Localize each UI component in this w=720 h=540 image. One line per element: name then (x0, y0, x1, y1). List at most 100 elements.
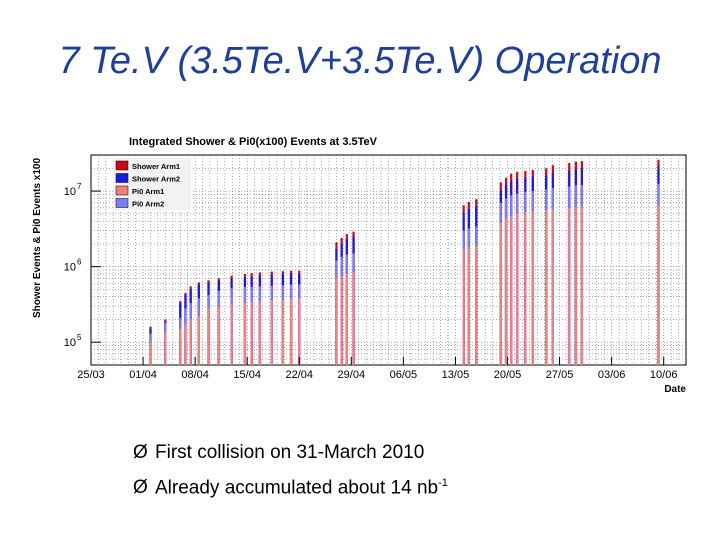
bar-segment-pi0-arm1 (352, 271, 355, 365)
bar-fill (250, 273, 253, 365)
bar-segment-pi0-arm1 (270, 300, 273, 365)
x-tick-label: 08/04 (181, 369, 209, 381)
y-tick-label: 10 (64, 262, 76, 274)
bar-segment-pi0-arm1 (335, 278, 338, 365)
bar-fill (657, 159, 660, 365)
bar-segment-pi0-arm1 (281, 299, 284, 365)
bar-fill (467, 201, 470, 365)
bar-segment-pi0-arm1 (258, 301, 261, 365)
bar-segment-pi0-arm1 (149, 342, 152, 365)
bar-fill (184, 292, 187, 365)
bullet-item: Ø First collision on 31-March 2010 (133, 438, 448, 468)
x-tick-label: 10/06 (650, 369, 678, 381)
legend-label: Shower Arm1 (132, 162, 180, 171)
bar-segment-pi0-arm1 (243, 303, 247, 365)
legend-label: Shower Arm2 (132, 175, 180, 184)
bar-segment-pi0-arm1 (551, 208, 554, 365)
y-tick-exponent: 7 (77, 182, 82, 191)
bar-fill (281, 271, 284, 365)
x-tick-label: 25/03 (77, 369, 105, 381)
legend-swatch (115, 185, 129, 196)
bar-segment-pi0-arm1 (298, 298, 301, 365)
bar-segment-pi0-arm1 (289, 299, 293, 365)
bar-fill (270, 271, 273, 365)
bar-fill (568, 163, 571, 365)
bar-fill (189, 286, 192, 365)
bar-segment-pi0-arm1 (657, 205, 660, 365)
bar-fill (197, 282, 200, 365)
bar-segment-pi0-arm1 (164, 331, 167, 365)
bullet-text: First collision on 31-March 2010 (155, 442, 425, 463)
bar-segment-pi0-arm1 (475, 245, 478, 365)
chart: Integrated Shower & Pi0(x100) Events at … (32, 136, 687, 395)
bar-fill (499, 182, 502, 365)
bar-fill (580, 160, 583, 365)
bar-segment-pi0-arm1 (568, 207, 571, 365)
y-axis-label: Shower Events & Pi0 Events x100 (32, 158, 43, 319)
bar-segment-pi0-arm1 (230, 304, 233, 365)
bullet-list: Ø First collision on 31-March 2010 Ø Alrea… (133, 438, 448, 503)
bar-segment-pi0-arm1 (574, 206, 578, 365)
bar-segment-pi0-arm1 (250, 302, 253, 365)
bar-fill (510, 173, 513, 365)
y-tick-exponent: 6 (77, 258, 82, 267)
bar-fill (551, 165, 554, 365)
x-axis-label: Date (664, 384, 686, 395)
bar-segment-pi0-arm1 (340, 276, 343, 365)
bar-fill (545, 168, 548, 365)
bar-fill (243, 273, 247, 365)
bar-fill (531, 169, 534, 365)
y-tick-label: 10 (64, 186, 76, 198)
x-tick-label: 20/05 (494, 369, 522, 381)
legend-swatch (115, 160, 129, 171)
bar-segment-pi0-arm1 (207, 308, 210, 365)
chart-title: Integrated Shower & Pi0(x100) Events at … (129, 136, 378, 148)
bar-segment-pi0-arm1 (462, 249, 465, 365)
bar-fill (574, 161, 578, 365)
x-tick-label: 29/04 (338, 369, 366, 381)
bullet-item: Ø Already accumulated about 14 nb-1 (133, 468, 448, 503)
arrow-bullet-icon: Ø (133, 442, 148, 463)
bar-segment-pi0-arm1 (499, 222, 502, 365)
bar-fill (524, 170, 527, 365)
slide-title: 7 Te.V (3.5Te.V+3.5Te.V) Operation (58, 40, 662, 82)
bar-fill (298, 270, 301, 365)
bullet-text: Already accumulated about 14 nb (155, 477, 439, 499)
bar-segment-pi0-arm1 (189, 319, 192, 365)
x-tick-label: 13/05 (442, 369, 470, 381)
bar-fill (335, 242, 338, 365)
bar-segment-pi0-arm1 (516, 213, 519, 365)
bar-fill (179, 301, 182, 365)
bars-group (149, 159, 660, 365)
bullet-superscript: -1 (438, 477, 448, 489)
x-tick-label: 22/04 (285, 369, 313, 381)
x-tick-label: 27/05 (546, 369, 574, 381)
bar-fill (230, 275, 233, 365)
bar-fill (289, 270, 293, 365)
bar-fill (462, 205, 465, 365)
bar-fill (504, 177, 508, 365)
bar-segment-pi0-arm1 (545, 210, 548, 365)
bar-fill (207, 280, 210, 365)
x-tick-label: 01/04 (129, 369, 157, 381)
bar-segment-pi0-arm1 (184, 324, 187, 365)
bar-segment-pi0-arm1 (504, 218, 508, 365)
bar-fill (516, 171, 519, 365)
bar-fill (258, 272, 261, 365)
x-axis-ticks: 25/03 01/04 08/04 15/04 22/04 29/04 06/05 13/05… (77, 357, 677, 381)
bar-fill (345, 234, 348, 365)
bar-fill (164, 319, 167, 365)
x-tick-label: 03/06 (598, 369, 626, 381)
legend-label: Pi0 Arm1 (132, 187, 164, 196)
bar-fill (149, 326, 152, 365)
bar-fill (217, 278, 221, 365)
x-tick-label: 15/04 (233, 369, 261, 381)
arrow-bullet-icon: Ø (133, 477, 148, 499)
x-tick-label: 06/05 (390, 369, 418, 381)
bar-fill (352, 231, 355, 365)
bar-segment-pi0-arm1 (217, 306, 221, 365)
bar-segment-pi0-arm1 (580, 206, 583, 365)
legend-swatch (115, 198, 129, 208)
bar-segment-pi0-arm1 (179, 328, 182, 365)
y-tick-label: 10 (64, 337, 76, 349)
